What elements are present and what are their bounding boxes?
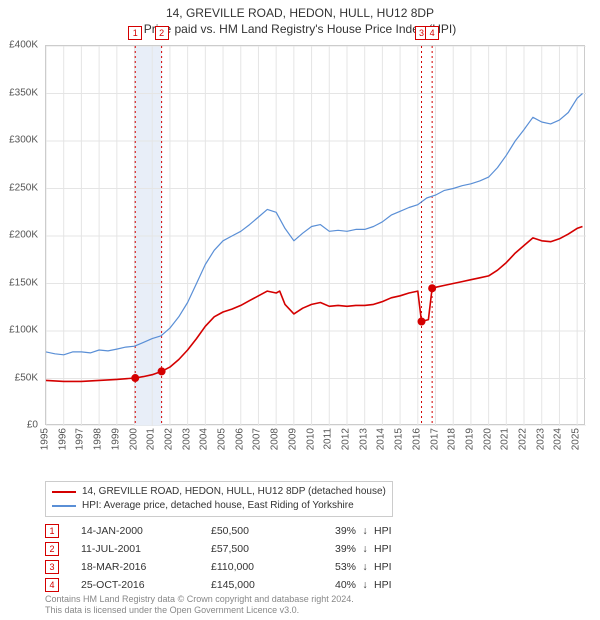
x-tick-label: 2012: [340, 428, 351, 450]
sale-row-4: 4 25-OCT-2016£145,00040%↓HPI: [45, 576, 404, 594]
plot-area: 1234: [45, 45, 585, 425]
x-tick-label: 1996: [57, 428, 68, 450]
x-tick-label: 2017: [429, 428, 440, 450]
sale-price: £57,500: [211, 543, 311, 555]
sale-ref: HPI: [374, 579, 404, 591]
y-axis-labels: £0£50K£100K£150K£200K£250K£300K£350K£400…: [0, 45, 42, 425]
x-tick-label: 2019: [464, 428, 475, 450]
x-tick-label: 2005: [217, 428, 228, 450]
sale-ref: HPI: [374, 561, 404, 573]
x-tick-label: 2011: [323, 428, 334, 450]
sale-marker: 1: [45, 524, 59, 538]
sale-row-1: 1 14-JAN-2000£50,50039%↓HPI: [45, 522, 404, 540]
down-arrow-icon: ↓: [356, 543, 374, 555]
sale-date: 14-JAN-2000: [81, 525, 211, 537]
event-marker-1: 1: [128, 26, 142, 40]
x-tick-label: 2007: [252, 428, 263, 450]
x-tick-label: 2021: [500, 428, 511, 450]
x-tick-label: 2013: [358, 428, 369, 450]
legend-row-property: 14, GREVILLE ROAD, HEDON, HULL, HU12 8DP…: [52, 485, 386, 499]
legend-label: 14, GREVILLE ROAD, HEDON, HULL, HU12 8DP…: [82, 485, 386, 499]
title-line-1: 14, GREVILLE ROAD, HEDON, HULL, HU12 8DP: [0, 6, 600, 22]
sale-price: £145,000: [211, 579, 311, 591]
chart-container: 14, GREVILLE ROAD, HEDON, HULL, HU12 8DP…: [0, 0, 600, 620]
y-tick-label: £300K: [9, 135, 38, 146]
sale-date: 11-JUL-2001: [81, 543, 211, 555]
x-tick-label: 1999: [110, 428, 121, 450]
sale-marker: 3: [45, 560, 59, 574]
sale-pct: 39%: [311, 525, 356, 537]
x-tick-label: 2014: [376, 428, 387, 450]
y-tick-label: £200K: [9, 230, 38, 241]
x-tick-label: 2000: [128, 428, 139, 450]
x-tick-label: 2020: [482, 428, 493, 450]
x-tick-label: 1997: [75, 428, 86, 450]
y-tick-label: £0: [27, 420, 38, 431]
event-marker-4: 4: [425, 26, 439, 40]
legend-swatch: [52, 505, 76, 507]
x-tick-label: 2024: [553, 428, 564, 450]
x-tick-label: 2001: [146, 428, 157, 450]
footer-line-2: This data is licensed under the Open Gov…: [45, 605, 354, 616]
sale-row-2: 2 11-JUL-2001£57,50039%↓HPI: [45, 540, 404, 558]
down-arrow-icon: ↓: [356, 579, 374, 591]
sale-row-3: 3 18-MAR-2016£110,00053%↓HPI: [45, 558, 404, 576]
sale-date: 18-MAR-2016: [81, 561, 211, 573]
footer: Contains HM Land Registry data © Crown c…: [45, 594, 354, 617]
y-tick-label: £100K: [9, 325, 38, 336]
sale-marker: 2: [45, 542, 59, 556]
x-tick-label: 2022: [518, 428, 529, 450]
title-block: 14, GREVILLE ROAD, HEDON, HULL, HU12 8DP…: [0, 0, 600, 37]
x-tick-label: 2025: [571, 428, 582, 450]
x-tick-label: 2018: [447, 428, 458, 450]
sale-ref: HPI: [374, 543, 404, 555]
y-tick-label: £150K: [9, 277, 38, 288]
x-tick-label: 2006: [234, 428, 245, 450]
x-tick-label: 2002: [163, 428, 174, 450]
x-tick-label: 2010: [305, 428, 316, 450]
down-arrow-icon: ↓: [356, 525, 374, 537]
x-tick-label: 2004: [199, 428, 210, 450]
sale-price: £110,000: [211, 561, 311, 573]
x-tick-label: 1998: [93, 428, 104, 450]
x-tick-label: 2023: [535, 428, 546, 450]
sale-pct: 53%: [311, 561, 356, 573]
x-tick-label: 2003: [181, 428, 192, 450]
sale-price: £50,500: [211, 525, 311, 537]
legend-row-hpi: HPI: Average price, detached house, East…: [52, 499, 386, 513]
sale-pct: 40%: [311, 579, 356, 591]
y-tick-label: £50K: [15, 372, 38, 383]
event-marker-2: 2: [155, 26, 169, 40]
x-tick-label: 2008: [270, 428, 281, 450]
legend: 14, GREVILLE ROAD, HEDON, HULL, HU12 8DP…: [45, 481, 393, 517]
x-tick-label: 2009: [287, 428, 298, 450]
sale-pct: 39%: [311, 543, 356, 555]
x-axis-labels: 1995199619971998199920002001200220032004…: [45, 428, 585, 483]
down-arrow-icon: ↓: [356, 561, 374, 573]
sales-table: 114-JAN-2000£50,50039%↓HPI211-JUL-2001£5…: [45, 522, 404, 594]
x-tick-label: 1995: [40, 428, 51, 450]
legend-swatch: [52, 491, 76, 493]
x-tick-label: 2015: [394, 428, 405, 450]
x-tick-label: 2016: [411, 428, 422, 450]
sale-marker: 4: [45, 578, 59, 592]
title-line-2: Price paid vs. HM Land Registry's House …: [0, 22, 600, 38]
footer-line-1: Contains HM Land Registry data © Crown c…: [45, 594, 354, 605]
y-tick-label: £350K: [9, 87, 38, 98]
legend-label: HPI: Average price, detached house, East…: [82, 499, 354, 513]
sale-ref: HPI: [374, 525, 404, 537]
y-tick-label: £400K: [9, 40, 38, 51]
plot-svg: [46, 46, 586, 426]
y-tick-label: £250K: [9, 182, 38, 193]
sale-date: 25-OCT-2016: [81, 579, 211, 591]
